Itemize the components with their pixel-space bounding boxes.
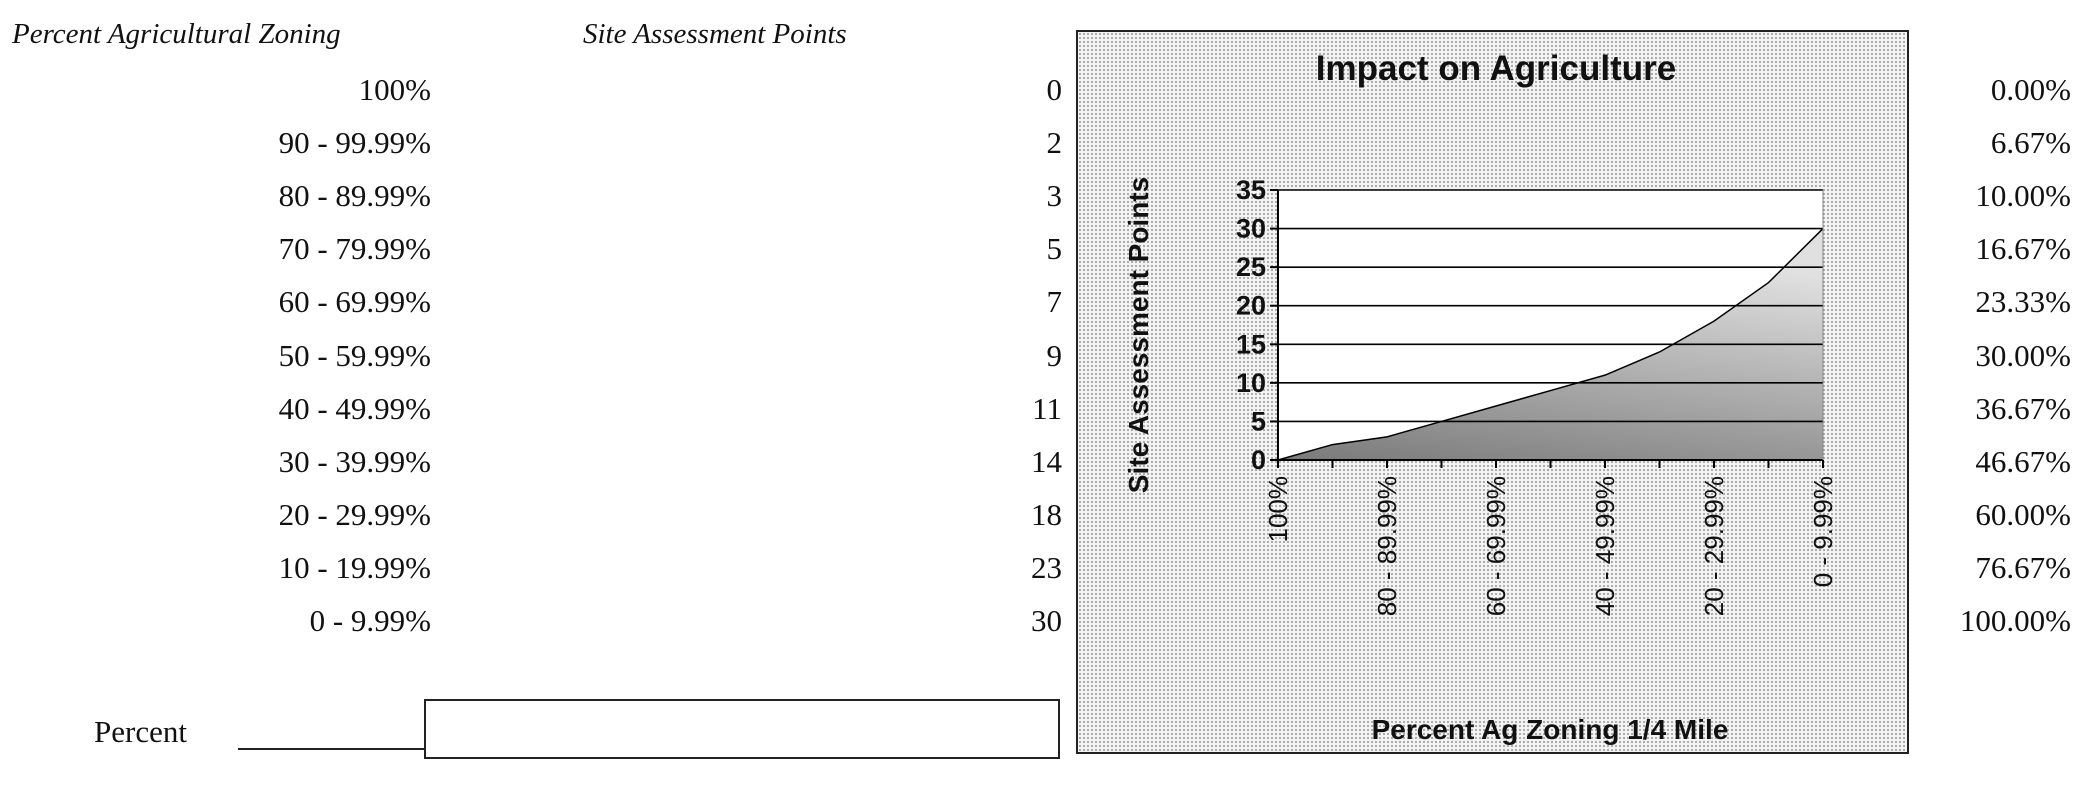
y-tick-label: 5 (1251, 406, 1266, 436)
chart-title: Impact on Agriculture (1316, 49, 1676, 88)
percent-underline (238, 748, 424, 750)
x-tick-label: 0 - 9.99% (1808, 476, 1838, 587)
range-cell: 20 - 29.99% (278, 496, 431, 532)
range-cell: 100% (358, 72, 431, 107)
y-tick-label: 20 (1236, 291, 1266, 321)
percent-cell: 76.67% (1975, 549, 2071, 585)
x-tick-label: 40 - 49.99% (1590, 476, 1620, 616)
impact-chart: 0 5 10 15 20 25 30 35 100% 80 - 89.99% 60 - 69.99%… (1076, 30, 1909, 754)
points-cell: 11 (1032, 390, 1062, 426)
percent-cell: 16.67% (1975, 231, 2071, 267)
x-tick-label: 80 - 89.99% (1372, 476, 1402, 616)
range-cell: 80 - 89.99% (278, 178, 431, 214)
points-cell: 3 (1046, 178, 1063, 214)
y-tick-label: 10 (1236, 368, 1266, 398)
points-cell: 23 (1031, 549, 1062, 585)
percent-input-field[interactable] (424, 699, 1060, 759)
x-tick-label: 100% (1263, 476, 1293, 543)
x-axis-title: Percent Ag Zoning 1/4 Mile (1372, 714, 1729, 745)
percent-cell: 0.00% (1990, 72, 2071, 107)
percent-input-label: Percent (94, 714, 187, 749)
header-site-assessment-points: Site Assessment Points (583, 18, 847, 50)
range-cell: 0 - 9.99% (309, 603, 431, 638)
x-tick-label: 20 - 29.99% (1699, 476, 1729, 616)
percent-cell: 23.33% (1975, 284, 2071, 320)
percent-cell: 36.67% (1975, 390, 2071, 426)
points-cell: 2 (1046, 125, 1063, 161)
y-tick-label: 15 (1236, 329, 1266, 359)
percent-cell: 46.67% (1975, 443, 2071, 479)
range-cell: 10 - 19.99% (278, 549, 431, 585)
series-line (1277, 228, 1824, 461)
range-cell: 30 - 39.99% (278, 443, 431, 479)
x-tick-label: 60 - 69.99% (1481, 476, 1511, 616)
points-cell: 18 (1031, 496, 1062, 532)
points-cell: 30 (1031, 603, 1062, 638)
area-series (1278, 228, 1823, 460)
header-percent-ag-zoning: Percent Agricultural Zoning (12, 18, 341, 50)
y-tick-label: 30 (1236, 214, 1266, 244)
percent-cell: 60.00% (1975, 496, 2071, 532)
percent-cell: 6.67% (1990, 125, 2071, 161)
range-cell: 70 - 79.99% (278, 231, 431, 267)
y-tick-label: 35 (1236, 175, 1266, 205)
percent-cell: 30.00% (1975, 337, 2071, 373)
points-cell: 9 (1046, 337, 1063, 373)
points-cell: 5 (1046, 231, 1063, 267)
percent-cell: 10.00% (1975, 178, 2071, 214)
points-cell: 14 (1031, 443, 1062, 479)
y-axis-title: Site Assessment Points (1123, 177, 1154, 493)
range-cell: 90 - 99.99% (278, 125, 431, 161)
range-cell: 60 - 69.99% (278, 284, 431, 320)
percent-cell: 100.00% (1959, 603, 2071, 638)
y-tick-label: 25 (1236, 252, 1266, 282)
points-cell: 0 (1046, 72, 1063, 107)
y-tick-label: 0 (1251, 445, 1266, 475)
range-cell: 40 - 49.99% (278, 390, 431, 426)
impact-chart-svg: 0 5 10 15 20 25 30 35 100% 80 - 89.99% 60 - 69.99%… (1123, 49, 1838, 745)
points-cell: 7 (1046, 284, 1063, 320)
range-cell: 50 - 59.99% (278, 337, 431, 373)
